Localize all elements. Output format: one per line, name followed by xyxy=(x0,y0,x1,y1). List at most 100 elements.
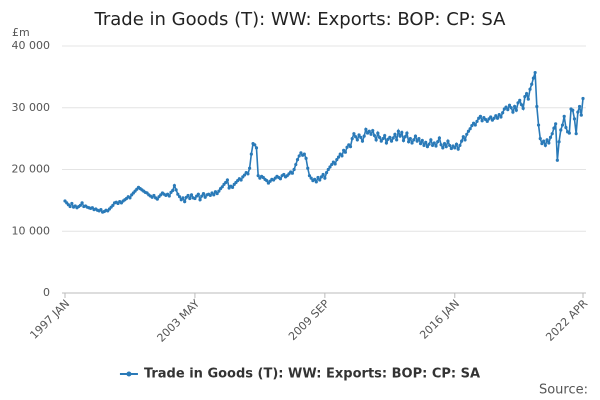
point xyxy=(295,158,300,162)
point xyxy=(224,180,228,185)
point xyxy=(560,123,565,127)
point xyxy=(514,108,518,112)
point xyxy=(444,145,448,149)
point xyxy=(531,76,536,80)
point xyxy=(436,140,440,144)
point xyxy=(254,146,259,150)
point xyxy=(294,162,298,167)
point xyxy=(201,191,206,196)
point xyxy=(540,141,544,146)
point xyxy=(418,141,423,146)
point xyxy=(176,192,180,196)
y-tick-label: 0 xyxy=(43,286,50,299)
point xyxy=(552,126,556,130)
point xyxy=(405,131,409,135)
point xyxy=(200,194,204,198)
point xyxy=(304,156,308,160)
point xyxy=(564,125,568,130)
point xyxy=(328,165,332,169)
point xyxy=(372,133,377,138)
point xyxy=(466,129,471,133)
point xyxy=(432,141,436,145)
point xyxy=(398,134,402,138)
point xyxy=(513,104,517,109)
point xyxy=(499,115,503,119)
point xyxy=(198,198,202,202)
point xyxy=(186,193,190,198)
point xyxy=(577,104,582,109)
point xyxy=(364,127,368,131)
point xyxy=(574,132,578,136)
point xyxy=(230,185,235,190)
point xyxy=(567,131,571,135)
point xyxy=(420,138,424,143)
point xyxy=(410,141,414,145)
point xyxy=(557,140,561,144)
point xyxy=(518,98,522,102)
point xyxy=(425,145,430,149)
point xyxy=(256,174,260,178)
point xyxy=(446,139,450,143)
point xyxy=(413,134,418,138)
point xyxy=(523,95,527,99)
point xyxy=(395,138,399,142)
y-tick-label: 40 000 xyxy=(12,39,51,52)
point xyxy=(408,137,412,141)
point xyxy=(519,103,524,107)
point xyxy=(319,175,324,179)
point xyxy=(381,137,385,141)
point xyxy=(439,143,443,147)
point xyxy=(362,134,366,138)
x-tick-label: 1997 JAN xyxy=(27,297,72,342)
point xyxy=(246,172,250,176)
point xyxy=(492,116,496,120)
point xyxy=(389,139,394,143)
point xyxy=(99,208,103,212)
point xyxy=(181,196,185,200)
point xyxy=(475,119,479,123)
point xyxy=(371,128,375,133)
point xyxy=(468,127,472,131)
x-tick-label: 2022 APR xyxy=(543,297,590,344)
point xyxy=(441,146,445,150)
point xyxy=(422,143,426,148)
point xyxy=(388,135,392,139)
point xyxy=(473,123,477,127)
point xyxy=(581,96,585,101)
point xyxy=(203,195,207,199)
point xyxy=(369,132,373,136)
point xyxy=(415,139,419,143)
point xyxy=(504,105,508,109)
point xyxy=(333,162,337,166)
point xyxy=(449,146,453,151)
legend-marker xyxy=(126,371,132,377)
point xyxy=(460,139,464,143)
y-tick-label: 20 000 xyxy=(12,163,51,176)
point xyxy=(171,188,175,193)
point xyxy=(78,203,82,207)
point xyxy=(70,201,74,206)
point xyxy=(282,172,286,177)
point xyxy=(555,158,559,162)
point xyxy=(217,189,221,193)
point xyxy=(393,132,397,136)
point xyxy=(220,185,224,189)
point xyxy=(465,132,469,136)
point xyxy=(456,147,460,151)
point xyxy=(323,176,327,180)
point xyxy=(501,111,505,115)
chart-title: Trade in Goods (T): WW: Exports: BOP: CP… xyxy=(94,9,507,30)
point xyxy=(547,141,551,145)
point xyxy=(340,154,344,158)
point xyxy=(507,103,512,107)
point xyxy=(318,178,322,182)
point xyxy=(290,171,294,175)
point xyxy=(249,152,253,156)
point xyxy=(442,141,447,146)
point xyxy=(430,143,435,148)
point xyxy=(292,167,296,172)
point xyxy=(412,138,416,142)
point xyxy=(309,176,313,180)
point xyxy=(516,101,520,105)
